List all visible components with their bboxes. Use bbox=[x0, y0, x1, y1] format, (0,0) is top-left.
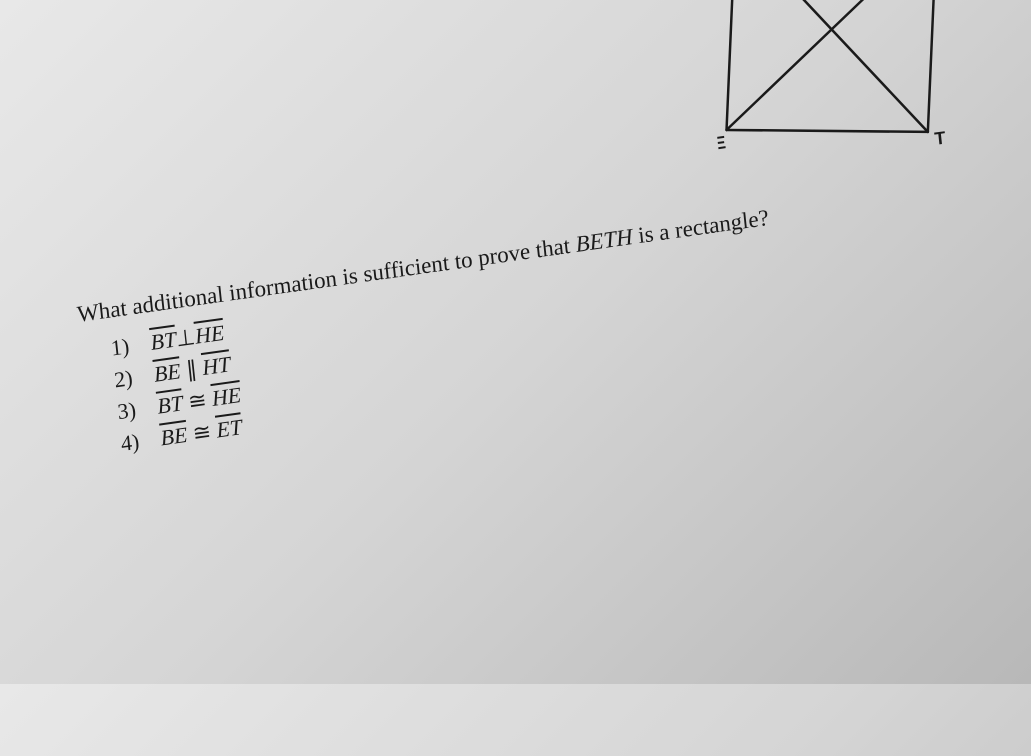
congruent-symbol: ≅ bbox=[191, 418, 212, 445]
option-expr: BE ≅ ET bbox=[159, 414, 243, 451]
seg2: HT bbox=[201, 351, 231, 380]
seg2: HE bbox=[211, 382, 243, 411]
parallelogram-diagram: BHET bbox=[695, 0, 990, 181]
seg1: BE bbox=[153, 358, 182, 387]
perp-symbol: ⊥ bbox=[175, 324, 197, 352]
option-num: 2) bbox=[113, 364, 141, 393]
option-expr: BE ∥ HT bbox=[153, 351, 232, 388]
svg-text:T: T bbox=[934, 127, 947, 148]
seg1: BT bbox=[156, 390, 184, 418]
seg1: BT bbox=[149, 326, 177, 354]
seg1: BE bbox=[159, 421, 188, 450]
option-expr: BT⊥HE bbox=[149, 319, 225, 355]
parallel-symbol: ∥ bbox=[185, 356, 199, 382]
prompt-shape: BETH bbox=[574, 224, 634, 257]
seg2: ET bbox=[215, 414, 243, 442]
option-num: 3) bbox=[116, 395, 144, 424]
option-num: 1) bbox=[110, 332, 138, 361]
option-num: 4) bbox=[120, 427, 148, 456]
prompt-suffix: is a rectangle? bbox=[631, 205, 770, 249]
congruent-symbol: ≅ bbox=[187, 386, 208, 413]
seg2: HE bbox=[194, 319, 226, 348]
option-expr: BT ≅ HE bbox=[156, 382, 242, 420]
svg-text:E: E bbox=[713, 132, 727, 154]
page-content: 5. Parallelogram BETH, with diagonals BT… bbox=[40, 0, 1031, 756]
